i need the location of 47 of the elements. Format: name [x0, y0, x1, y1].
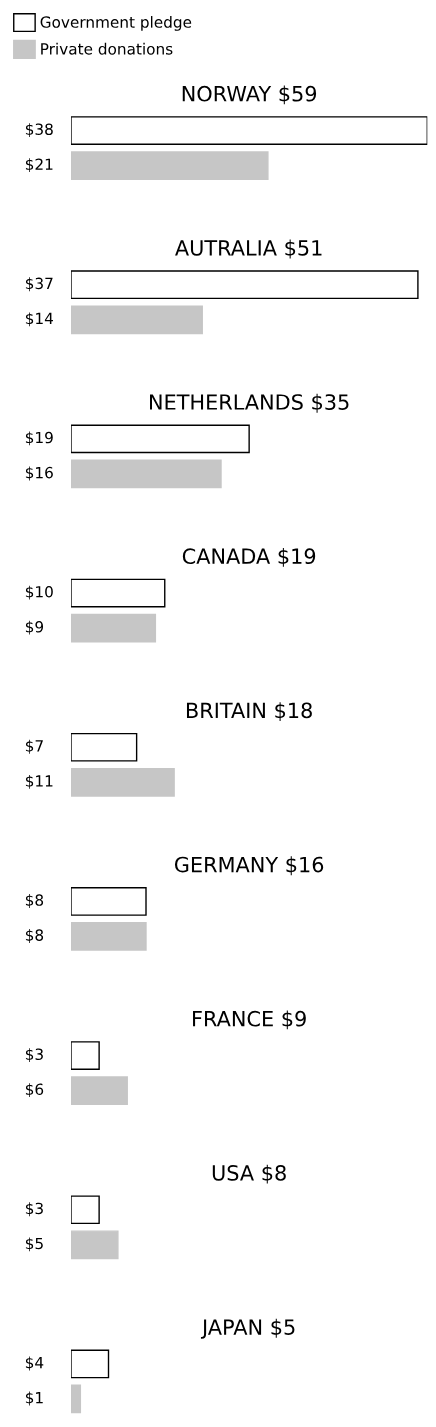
- y-tick-label: NETHERLANDS $35: [150, 393, 349, 413]
- data-label: $5: [25, 1237, 43, 1252]
- data-label: $19: [25, 431, 53, 446]
- bar: [71, 1384, 82, 1414]
- bar: [71, 459, 222, 489]
- bar: [71, 922, 147, 951]
- bar: [71, 1349, 110, 1379]
- bar: [71, 578, 166, 608]
- y-tick-label: AUTRALIA $51: [175, 239, 322, 259]
- data-label: $38: [25, 123, 53, 138]
- bar: [71, 424, 250, 454]
- bar: [71, 1230, 119, 1260]
- y-tick-label: GERMANY $16: [174, 856, 324, 876]
- bar: [71, 1076, 128, 1105]
- bar: [71, 270, 419, 300]
- y-tick-label: CANADA $19: [182, 547, 316, 567]
- bar: [71, 1195, 100, 1225]
- bar: [71, 887, 147, 916]
- bar: [71, 767, 175, 797]
- bar: [71, 613, 157, 643]
- y-tick-label: NORWAY $59: [182, 85, 317, 105]
- y-tick-label: USA $8: [212, 1164, 286, 1184]
- data-label: $11: [25, 774, 53, 789]
- data-label: $4: [25, 1356, 44, 1371]
- data-label: $3: [25, 1202, 43, 1217]
- data-label: $14: [25, 312, 53, 327]
- bar: [71, 1041, 100, 1070]
- y-tick-label: JAPAN $5: [200, 1318, 295, 1339]
- bar: [71, 151, 269, 180]
- legend-label: Government pledge: [40, 16, 192, 31]
- data-label: $1: [25, 1391, 43, 1406]
- y-tick-label: FRANCE $9: [193, 1010, 306, 1030]
- data-label: $7: [25, 739, 43, 754]
- data-label: $9: [25, 620, 44, 635]
- data-label: $16: [25, 466, 53, 481]
- bar: [71, 305, 203, 335]
- data-label: $10: [25, 585, 53, 600]
- bar: [71, 732, 138, 762]
- data-label: $21: [25, 158, 53, 173]
- data-label: $3: [25, 1048, 43, 1063]
- data-label: $8: [25, 894, 44, 908]
- data-label: $6: [25, 1083, 44, 1098]
- y-tick-label: BRITAIN $18: [186, 702, 312, 722]
- legend-label: Private donations: [41, 42, 173, 55]
- bar: [71, 116, 428, 145]
- data-label: $8: [25, 929, 44, 943]
- data-label: $37: [25, 277, 53, 292]
